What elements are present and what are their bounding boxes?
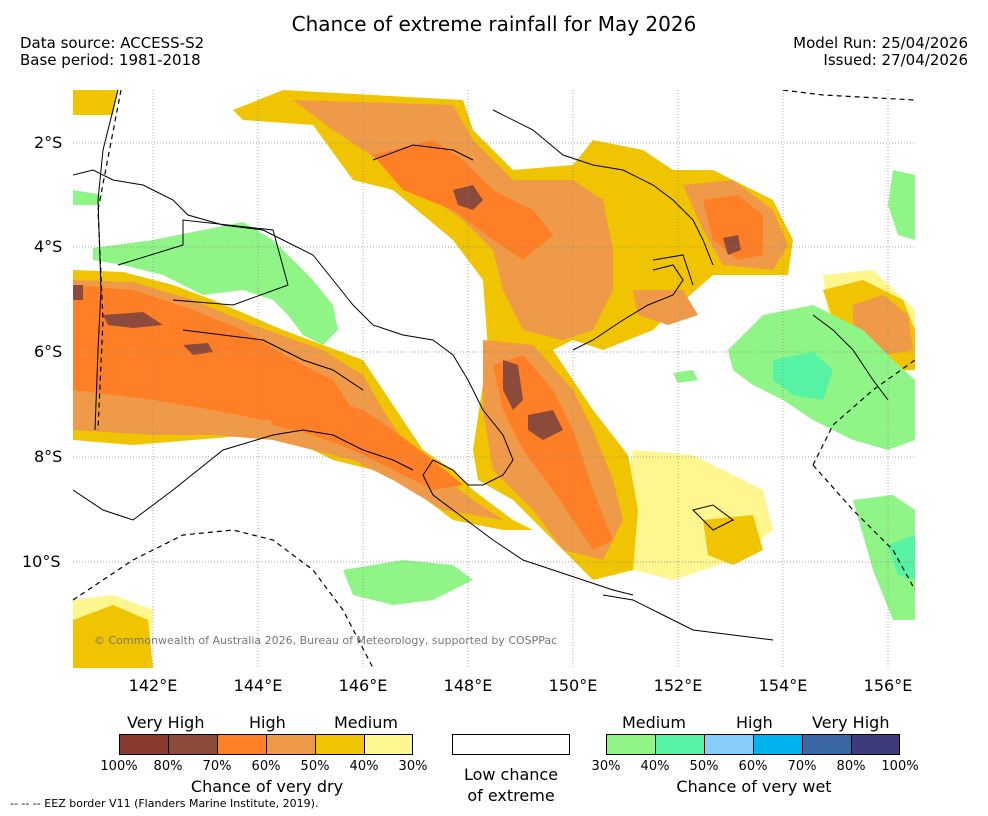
- run-info: Model Run: 25/04/2026 Issued: 27/04/2026: [793, 35, 968, 69]
- wet-swatch-6: [851, 734, 900, 755]
- wet-swatch-4: [753, 734, 802, 755]
- wet-tick-6: 100%: [881, 759, 919, 774]
- dry-colorbar: [119, 734, 413, 755]
- base-period-text: Base period: 1981-2018: [20, 51, 201, 69]
- wet-tick-1: 40%: [640, 759, 670, 774]
- wet-tick-3: 60%: [738, 759, 768, 774]
- dry-tick-2: 70%: [202, 759, 232, 774]
- dry-tick-6: 30%: [398, 759, 428, 774]
- dry-swatch-2: [168, 734, 217, 755]
- wet-tick-0: 30%: [591, 759, 621, 774]
- lon-label-148: 148°E: [443, 676, 493, 695]
- data-source-info: Data source: ACCESS-S2 Base period: 1981…: [20, 35, 204, 69]
- neutral-swatch: [452, 734, 570, 755]
- dry-level-high: High: [249, 713, 286, 732]
- copyright-text: © Commonwealth of Australia 2026, Bureau…: [94, 634, 558, 647]
- dry-tick-0: 100%: [100, 759, 138, 774]
- wet-swatch-3: [704, 734, 753, 755]
- lon-label-142: 142°E: [128, 676, 178, 695]
- graticule: [73, 90, 915, 668]
- lat-label-4s: 4°S: [34, 237, 63, 256]
- dry-tick-4: 50%: [300, 759, 330, 774]
- dry-swatch-3: [217, 734, 266, 755]
- lon-label-144: 144°E: [233, 676, 283, 695]
- coastlines: [73, 109, 889, 641]
- wet-tick-5: 80%: [836, 759, 866, 774]
- wet-level-medium: Medium: [622, 713, 686, 732]
- dry-70-80-regions: [73, 185, 741, 440]
- wet-40-50-regions: [773, 352, 915, 580]
- lon-label-150: 150°E: [548, 676, 598, 695]
- neutral-caption: Low chance of extreme: [440, 764, 582, 806]
- lon-label-152: 152°E: [653, 676, 703, 695]
- wet-tick-4: 70%: [787, 759, 817, 774]
- eez-borders: [73, 90, 915, 668]
- neutral-caption-line2: of extreme: [467, 786, 555, 805]
- wet-swatch-5: [802, 734, 851, 755]
- dry-swatch-4: [266, 734, 315, 755]
- dry-swatch-1: [119, 734, 168, 755]
- wet-level-very-high: Very High: [812, 713, 890, 732]
- dry-level-very-high: Very High: [127, 713, 205, 732]
- wet-level-high: High: [736, 713, 773, 732]
- wet-tick-2: 50%: [689, 759, 719, 774]
- lon-label-154: 154°E: [758, 676, 808, 695]
- dry-60-70-regions: [73, 140, 763, 550]
- dry-swatch-5: [315, 734, 364, 755]
- lon-label-146: 146°E: [338, 676, 388, 695]
- dry-caption: Chance of very dry: [190, 777, 344, 796]
- rainfall-map: [73, 90, 915, 668]
- data-source-text: Data source: ACCESS-S2: [20, 34, 205, 52]
- issued-text: Issued: 27/04/2026: [823, 51, 968, 69]
- lon-label-156: 156°E: [863, 676, 913, 695]
- lat-label-2s: 2°S: [34, 133, 63, 152]
- dry-swatch-6: [364, 734, 413, 755]
- eez-border-note: -- -- -- EEZ border V11 (Flanders Marine…: [10, 797, 319, 810]
- model-run-text: Model Run: 25/04/2026: [793, 34, 968, 52]
- wet-caption: Chance of very wet: [676, 777, 832, 796]
- wet-swatch-1: [606, 734, 655, 755]
- dry-level-medium: Medium: [334, 713, 398, 732]
- lat-label-6s: 6°S: [34, 342, 63, 361]
- map-title: Chance of extreme rainfall for May 2026: [291, 12, 697, 36]
- lat-label-8s: 8°S: [34, 447, 63, 466]
- wet-swatch-2: [655, 734, 704, 755]
- neutral-caption-line1: Low chance: [463, 765, 559, 784]
- wet-colorbar: [606, 734, 900, 755]
- dry-tick-3: 60%: [251, 759, 281, 774]
- lat-label-10s: 10°S: [22, 552, 61, 571]
- dry-tick-5: 40%: [349, 759, 379, 774]
- dry-tick-1: 80%: [153, 759, 183, 774]
